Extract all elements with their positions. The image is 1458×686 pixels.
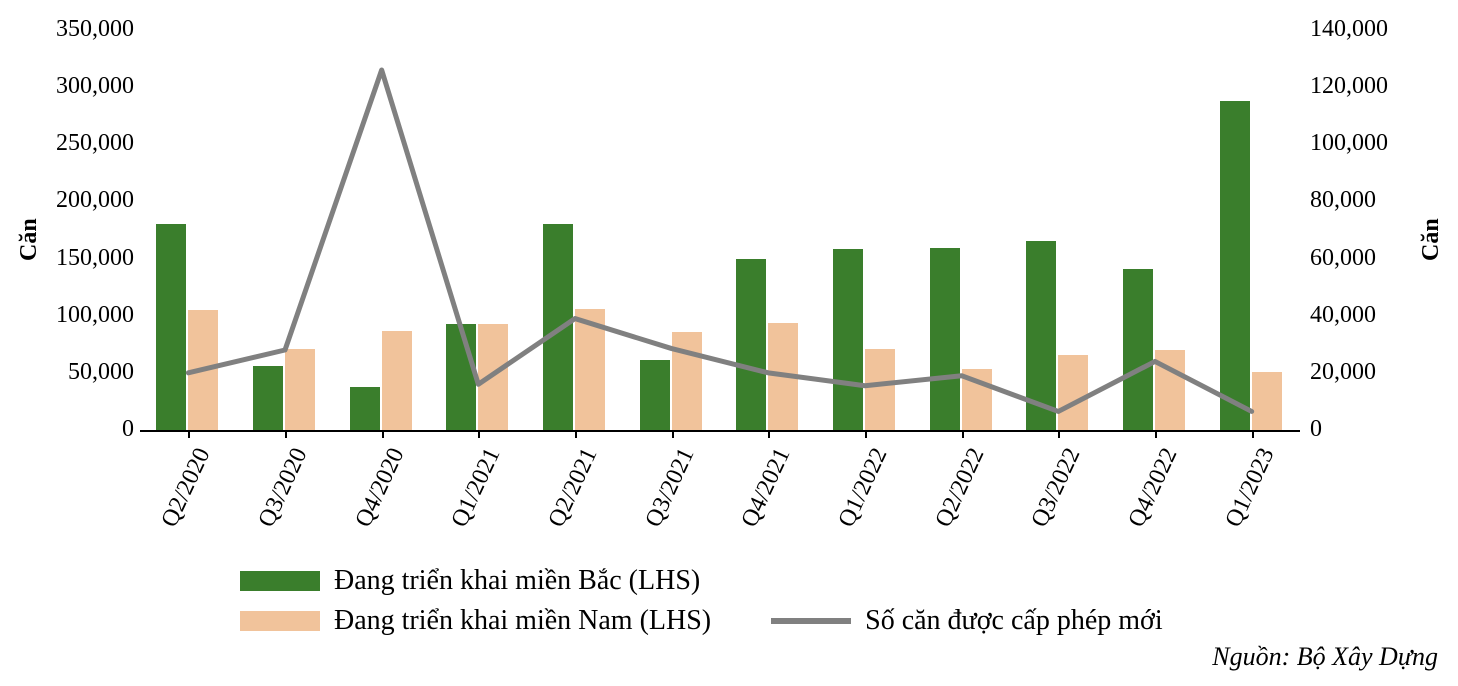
y-tick-right: 120,000 xyxy=(1310,73,1388,100)
y-tick-left: 250,000 xyxy=(40,130,134,157)
legend-label: Đang triển khai miền Nam (LHS) xyxy=(334,605,711,637)
y-tick-right: 60,000 xyxy=(1310,245,1376,272)
legend-label: Đang triển khai miền Bắc (LHS) xyxy=(334,565,700,597)
x-tick-label: Q2/2021 xyxy=(544,444,604,532)
y-tick-left: 350,000 xyxy=(40,16,134,43)
x-tick-mark xyxy=(382,430,384,438)
x-tick-mark xyxy=(1252,430,1254,438)
x-tick-label: Q2/2020 xyxy=(157,444,217,532)
y-axis-left-label: Căn xyxy=(16,170,43,310)
legend-swatch-bar xyxy=(240,611,320,631)
x-tick-mark xyxy=(1058,430,1060,438)
line-series xyxy=(140,30,1300,430)
x-tick-label: Q3/2020 xyxy=(254,444,314,532)
x-tick-mark xyxy=(962,430,964,438)
plot-area xyxy=(140,30,1300,430)
y-tick-right: 140,000 xyxy=(1310,16,1388,43)
y-tick-right: 100,000 xyxy=(1310,130,1388,157)
y-axis-right-label: Căn xyxy=(1418,170,1445,310)
x-tick-mark xyxy=(575,430,577,438)
x-tick-label: Q3/2021 xyxy=(640,444,700,532)
x-tick-mark xyxy=(672,430,674,438)
x-tick-label: Q1/2022 xyxy=(834,444,894,532)
x-tick-label: Q4/2022 xyxy=(1124,444,1184,532)
x-tick-mark xyxy=(188,430,190,438)
x-tick-label: Q4/2020 xyxy=(350,444,410,532)
legend-swatch-bar xyxy=(240,571,320,591)
legend-item: Đang triển khai miền Bắc (LHS) xyxy=(240,565,700,597)
source-text: Nguồn: Bộ Xây Dựng xyxy=(1212,642,1438,672)
x-tick-mark xyxy=(768,430,770,438)
legend-item: Đang triển khai miền Nam (LHS) xyxy=(240,605,711,637)
y-tick-right: 40,000 xyxy=(1310,302,1376,329)
x-tick-label: Q2/2022 xyxy=(930,444,990,532)
y-tick-left: 100,000 xyxy=(40,302,134,329)
x-tick-label: Q1/2021 xyxy=(447,444,507,532)
x-axis-line xyxy=(140,430,1300,432)
y-tick-right: 0 xyxy=(1310,416,1322,443)
y-tick-left: 50,000 xyxy=(40,359,134,386)
legend: Đang triển khai miền Bắc (LHS) Đang triển… xyxy=(240,565,1240,645)
y-tick-right: 80,000 xyxy=(1310,187,1376,214)
legend-label: Số căn được cấp phép mới xyxy=(865,605,1163,637)
y-tick-left: 200,000 xyxy=(40,187,134,214)
legend-item: Số căn được cấp phép mới xyxy=(771,605,1163,637)
x-tick-mark xyxy=(478,430,480,438)
y-tick-left: 0 xyxy=(40,416,134,443)
legend-swatch-line xyxy=(771,618,851,624)
x-tick-label: Q1/2023 xyxy=(1220,444,1280,532)
x-tick-label: Q3/2022 xyxy=(1027,444,1087,532)
y-tick-right: 20,000 xyxy=(1310,359,1376,386)
y-tick-left: 150,000 xyxy=(40,245,134,272)
x-tick-mark xyxy=(285,430,287,438)
chart-container: Căn Căn Đang triển khai miền Bắc (LHS)Đa… xyxy=(10,10,1448,676)
x-tick-mark xyxy=(1155,430,1157,438)
y-tick-left: 300,000 xyxy=(40,73,134,100)
x-tick-label: Q4/2021 xyxy=(737,444,797,532)
x-tick-mark xyxy=(865,430,867,438)
